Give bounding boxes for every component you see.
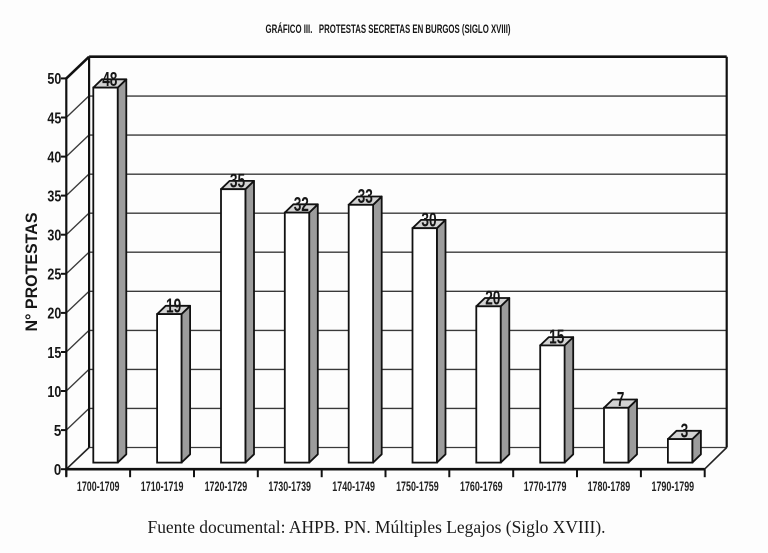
svg-text:15: 15 [47, 345, 61, 362]
svg-text:50: 50 [47, 71, 61, 88]
svg-text:1780-1789: 1780-1789 [588, 478, 631, 494]
svg-text:GRÁFICO III. PROTESTAS SECRE: GRÁFICO III. PROTESTAS SECRETAS EN BURGO… [266, 21, 511, 36]
svg-text:35: 35 [230, 169, 245, 192]
svg-text:45: 45 [47, 110, 61, 127]
svg-text:20: 20 [47, 306, 61, 323]
svg-text:30: 30 [421, 208, 436, 231]
svg-text:1740-1749: 1740-1749 [332, 478, 375, 494]
svg-text:15: 15 [549, 326, 564, 349]
svg-text:5: 5 [54, 423, 61, 440]
svg-text:19: 19 [166, 294, 181, 317]
svg-text:30: 30 [47, 228, 61, 245]
svg-text:7: 7 [617, 388, 625, 411]
svg-text:1790-1799: 1790-1799 [652, 478, 695, 494]
svg-text:1730-1739: 1730-1739 [268, 478, 311, 494]
svg-text:1700-1709: 1700-1709 [77, 478, 120, 494]
svg-text:48: 48 [102, 68, 117, 91]
svg-text:32: 32 [294, 193, 309, 216]
svg-text:33: 33 [358, 185, 373, 208]
svg-text:3: 3 [681, 419, 689, 442]
svg-text:35: 35 [47, 188, 61, 205]
svg-text:1720-1729: 1720-1729 [205, 478, 248, 494]
svg-text:25: 25 [47, 267, 61, 284]
svg-text:1710-1719: 1710-1719 [141, 478, 184, 494]
svg-text:N° PROTESTAS: N° PROTESTAS [23, 213, 41, 332]
svg-text:0: 0 [54, 462, 61, 479]
svg-text:1750-1759: 1750-1759 [396, 478, 439, 494]
svg-text:10: 10 [47, 384, 61, 401]
svg-text:40: 40 [47, 149, 61, 166]
svg-text:1760-1769: 1760-1769 [460, 478, 503, 494]
svg-text:20: 20 [485, 287, 500, 310]
svg-text:1770-1779: 1770-1779 [524, 478, 567, 494]
svg-text:Fuente documental: AHPB. PN. M: Fuente documental: AHPB. PN. Múltiples L… [148, 517, 606, 537]
